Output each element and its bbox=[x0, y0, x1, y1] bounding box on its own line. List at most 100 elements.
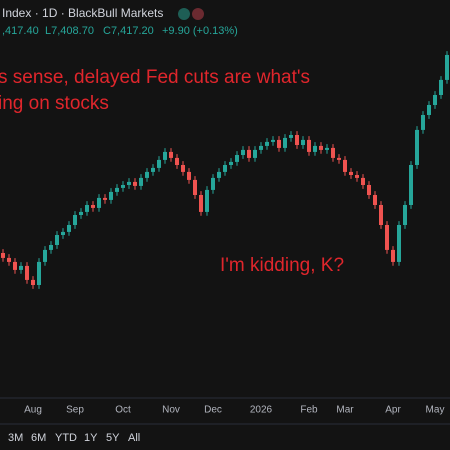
candle-body bbox=[235, 155, 239, 162]
candle-body bbox=[211, 177, 215, 190]
annotation: s sense, delayed Fed cuts are what's bbox=[0, 67, 310, 88]
candle-body bbox=[199, 195, 203, 212]
range-button[interactable]: 5Y bbox=[106, 432, 120, 444]
candle-body bbox=[205, 189, 209, 212]
candle-body bbox=[115, 187, 119, 192]
candle-body bbox=[187, 171, 191, 180]
annotation: I'm kidding, K? bbox=[220, 255, 344, 276]
range-button[interactable]: YTD bbox=[55, 432, 77, 444]
candle-body bbox=[157, 159, 161, 168]
candle-body bbox=[277, 139, 281, 148]
candle-body bbox=[67, 225, 71, 232]
candle-body bbox=[391, 249, 395, 262]
candle-body bbox=[289, 135, 293, 138]
range-button[interactable]: All bbox=[128, 432, 140, 444]
candle-body bbox=[253, 149, 257, 158]
symbol-title: Index · 1D · BlackBull Markets bbox=[2, 6, 163, 20]
candle-body bbox=[439, 79, 443, 95]
candle-body bbox=[433, 95, 437, 105]
candle-body bbox=[367, 185, 371, 195]
candle-body bbox=[427, 105, 431, 115]
x-tick-label: Sep bbox=[66, 405, 84, 416]
candle-body bbox=[259, 145, 263, 150]
candle-body bbox=[103, 197, 107, 200]
candle-body bbox=[283, 137, 287, 148]
candle-body bbox=[337, 157, 341, 160]
candle-body bbox=[79, 211, 83, 215]
candle-body bbox=[121, 185, 125, 188]
candle-body bbox=[229, 161, 233, 165]
candle-body bbox=[349, 171, 353, 175]
candle-body bbox=[97, 197, 101, 208]
candle-body bbox=[37, 261, 41, 285]
candle-body bbox=[91, 205, 95, 208]
x-tick-label: 2026 bbox=[250, 405, 273, 416]
x-tick-label: May bbox=[426, 405, 445, 416]
candle-body bbox=[25, 265, 29, 280]
candle-body bbox=[301, 139, 305, 145]
range-button[interactable]: 1Y bbox=[84, 432, 98, 444]
candle-body bbox=[55, 235, 59, 245]
x-tick-label: Dec bbox=[204, 405, 222, 416]
range-button[interactable]: 3M bbox=[8, 432, 23, 444]
candle-body bbox=[385, 225, 389, 250]
candle-body bbox=[247, 149, 251, 158]
candle-body bbox=[241, 149, 245, 155]
candle-body bbox=[127, 181, 131, 185]
candle-body bbox=[445, 54, 449, 80]
x-tick-label: Mar bbox=[336, 405, 354, 416]
candle-body bbox=[169, 151, 173, 158]
status-icon bbox=[192, 8, 204, 20]
candle-body bbox=[181, 165, 185, 172]
x-tick-label: Apr bbox=[385, 405, 401, 416]
candle-body bbox=[325, 147, 329, 150]
candle-body bbox=[139, 177, 143, 186]
candle-body bbox=[175, 157, 179, 165]
candle-body bbox=[61, 231, 65, 235]
quote-value: C7,417.20 bbox=[103, 25, 154, 37]
candle-body bbox=[403, 205, 407, 225]
candle-body bbox=[355, 175, 359, 178]
candle-body bbox=[373, 195, 377, 205]
quote: ,417.40 L7,408.70 C7,417.20 +9.90 (+0.13%) bbox=[2, 25, 238, 37]
candle-body bbox=[7, 257, 11, 262]
candle-body bbox=[1, 253, 5, 258]
candle-body bbox=[145, 171, 149, 178]
candle-body bbox=[397, 225, 401, 262]
x-tick-label: Aug bbox=[24, 405, 42, 416]
candle-body bbox=[361, 177, 365, 185]
x-tick-label: Oct bbox=[115, 405, 131, 416]
candle-body bbox=[109, 191, 113, 200]
candle-body bbox=[85, 205, 89, 212]
candle-body bbox=[331, 147, 335, 158]
candle-body bbox=[295, 135, 299, 145]
candle-body bbox=[421, 115, 425, 130]
candle-body bbox=[271, 139, 275, 142]
candle-body bbox=[133, 181, 137, 186]
candle-body bbox=[265, 141, 269, 146]
candle-body bbox=[163, 151, 167, 160]
x-tick-label: Feb bbox=[300, 405, 318, 416]
candle-body bbox=[193, 179, 197, 195]
candle-body bbox=[151, 167, 155, 172]
candle-body bbox=[307, 139, 311, 152]
annotation: ing on stocks bbox=[0, 93, 109, 114]
candle-body bbox=[13, 261, 17, 270]
candle-body bbox=[223, 165, 227, 172]
quote-value: +9.90 (+0.13%) bbox=[162, 25, 238, 37]
candle-body bbox=[217, 171, 221, 178]
candle-body bbox=[343, 159, 347, 172]
candle-body bbox=[409, 165, 413, 205]
status-icon bbox=[178, 8, 190, 20]
candle-body bbox=[31, 279, 35, 285]
range-button[interactable]: 6M bbox=[31, 432, 46, 444]
candle-body bbox=[313, 145, 317, 152]
quote-value: L7,408.70 bbox=[45, 25, 94, 37]
candle-body bbox=[49, 245, 53, 250]
range-bar: 3M 6M YTD 1Y 5Y All bbox=[8, 432, 140, 444]
candle-body bbox=[319, 145, 323, 150]
candle-body bbox=[19, 265, 23, 270]
plot bbox=[1, 51, 449, 289]
